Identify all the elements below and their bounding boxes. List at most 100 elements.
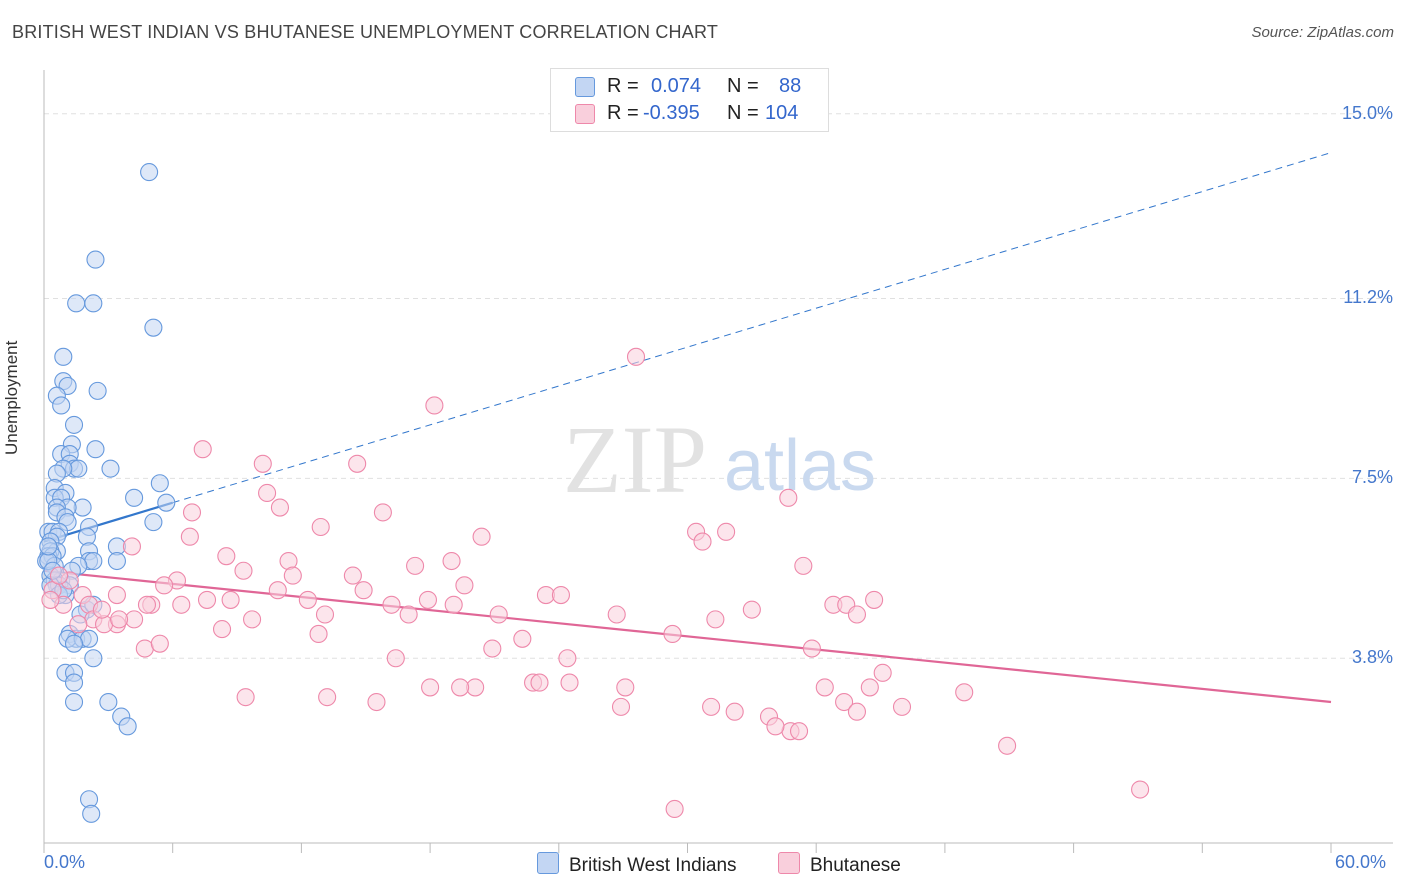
point-bhutanese: [182, 503, 202, 522]
point-british-west-indian: [88, 381, 107, 400]
point-bhutanese: [367, 692, 386, 712]
x-tick-max: 60.0%: [1335, 852, 1387, 872]
point-british-west-indian: [84, 551, 103, 571]
y-tick-label: 15.0%: [1341, 102, 1393, 123]
axes: [43, 70, 1393, 853]
point-bhutanese: [406, 556, 425, 575]
point-british-west-indian: [157, 493, 176, 512]
point-bhutanese: [611, 697, 631, 716]
point-british-west-indian: [64, 415, 84, 434]
legend-n-value-blue: 88: [779, 75, 802, 97]
point-british-west-indian: [140, 163, 159, 182]
point-british-west-indian: [86, 440, 105, 459]
trend-line-dashed: [172, 152, 1332, 504]
point-bhutanese: [425, 396, 444, 415]
point-bhutanese: [150, 634, 169, 653]
point-british-west-indian: [144, 513, 163, 532]
legend-r-label: R =: [607, 75, 639, 97]
point-bhutanese: [172, 595, 191, 614]
point-bhutanese: [236, 688, 255, 707]
point-bhutanese: [41, 590, 60, 609]
point-bhutanese: [155, 576, 174, 595]
point-bhutanese: [955, 683, 974, 702]
point-bhutanese: [193, 440, 212, 459]
point-bhutanese: [444, 595, 463, 614]
legend-swatch-pink: [575, 104, 595, 124]
legend-r-value-blue: 0.074: [651, 75, 702, 97]
point-bhutanese: [135, 639, 154, 658]
point-british-west-indian: [82, 804, 101, 823]
point-british-west-indian: [84, 649, 103, 668]
legend-r-label: R =: [607, 102, 639, 124]
point-bhutanese: [221, 590, 240, 609]
point-bhutanese: [268, 581, 287, 600]
point-british-west-indian: [86, 250, 105, 269]
point-british-west-indian: [73, 498, 92, 517]
point-bhutanese: [386, 649, 405, 668]
point-bhutanese: [298, 590, 317, 609]
point-bhutanese: [835, 692, 854, 712]
legend-swatch-blue: [575, 77, 595, 97]
point-bhutanese: [197, 590, 217, 609]
point-bhutanese: [382, 595, 401, 614]
point-british-west-indian: [107, 551, 126, 571]
point-bhutanese: [234, 561, 253, 580]
point-bhutanese: [466, 678, 485, 697]
point-british-west-indian: [150, 474, 169, 493]
chart-title: BRITISH WEST INDIAN VS BHUTANESE UNEMPLO…: [12, 22, 719, 42]
point-british-west-indian: [101, 459, 120, 478]
point-bhutanese: [243, 610, 262, 629]
point-bhutanese: [1131, 780, 1150, 799]
point-bhutanese: [892, 697, 912, 716]
point-bhutanese: [418, 590, 438, 609]
point-bhutanese: [802, 639, 821, 658]
point-bhutanese: [212, 620, 232, 639]
point-bhutanese: [847, 702, 867, 721]
point-bhutanese: [69, 615, 88, 634]
point-bhutanese: [137, 595, 157, 614]
point-british-west-indian: [64, 634, 84, 653]
point-bhutanese: [702, 697, 721, 716]
point-british-west-indian: [118, 717, 137, 736]
point-bhutanese: [860, 678, 879, 697]
point-bhutanese: [536, 586, 555, 605]
point-british-west-indian: [54, 347, 73, 366]
point-bhutanese: [998, 736, 1017, 755]
point-bhutanese: [626, 347, 646, 366]
point-british-west-indian: [67, 294, 86, 313]
legend-swatch-blue: [537, 852, 559, 874]
legend-r-value-pink: -0.395: [643, 102, 700, 124]
legend-swatch-pink: [778, 852, 800, 874]
point-british-west-indian: [99, 692, 118, 712]
point-bhutanese: [663, 624, 682, 643]
point-british-west-indian: [69, 459, 88, 478]
point-bhutanese: [217, 547, 236, 566]
point-bhutanese: [865, 590, 884, 609]
point-bhutanese: [421, 678, 440, 697]
point-british-west-indian: [39, 537, 58, 556]
point-bhutanese: [455, 576, 474, 595]
point-bhutanese: [399, 605, 418, 624]
bottom-legend-bhutanese[interactable]: Bhutanese: [778, 852, 901, 877]
point-bhutanese: [779, 488, 798, 507]
point-bhutanese: [110, 610, 129, 629]
source-credit: Source: ZipAtlas.com: [1251, 24, 1394, 41]
point-bhutanese: [725, 702, 744, 721]
point-bhutanese: [311, 517, 330, 537]
point-british-west-indian: [144, 318, 163, 337]
point-bhutanese: [122, 537, 141, 556]
point-bhutanese: [107, 586, 126, 605]
point-bhutanese: [847, 605, 867, 624]
point-bhutanese: [616, 678, 635, 697]
point-british-west-indian: [64, 673, 84, 692]
point-british-west-indian: [79, 629, 99, 648]
x-tick-min: 0.0%: [44, 852, 86, 872]
trend-line-bhutanese: [43, 569, 1332, 704]
point-bhutanese: [560, 673, 579, 692]
bottom-legend-british-west-indians[interactable]: British West Indians: [537, 852, 737, 877]
point-bhutanese: [373, 503, 392, 522]
point-bhutanese: [815, 678, 834, 697]
point-bhutanese: [270, 498, 290, 517]
legend-n-label: N =: [727, 102, 759, 124]
